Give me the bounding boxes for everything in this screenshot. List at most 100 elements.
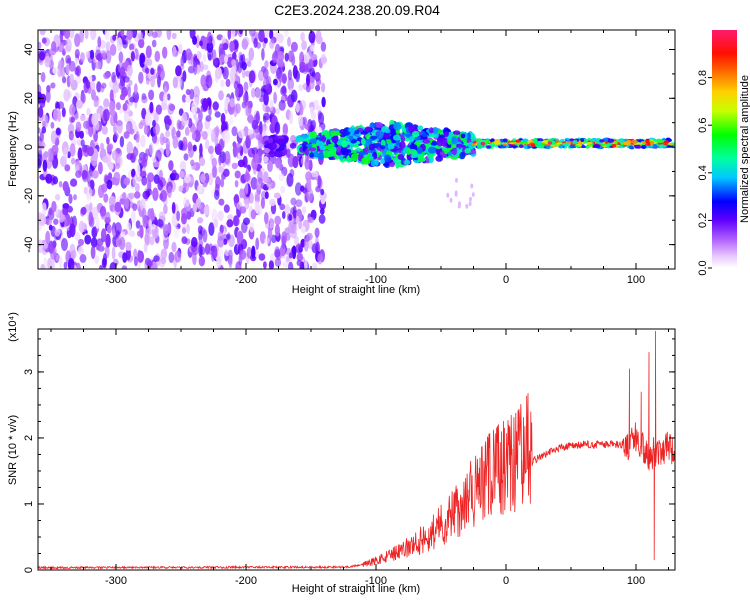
spectrogram-cell <box>319 208 325 215</box>
spectrogram-cell <box>43 151 49 158</box>
spectrogram-cell <box>122 103 128 112</box>
spectrogram-cell <box>261 48 265 61</box>
spectrogram-cell <box>524 141 529 145</box>
spectrogram-cell <box>249 192 254 204</box>
spectrogram-cell <box>550 144 556 147</box>
spectrogram-cell <box>123 177 131 186</box>
spectrogram-cell <box>51 144 59 155</box>
spectrogram-cell <box>63 30 71 40</box>
spectrogram-cell <box>276 58 284 67</box>
spectrogram-cell <box>217 210 224 221</box>
spectrogram-cell <box>298 244 302 252</box>
spectrogram-cell <box>320 188 325 196</box>
spectrogram-cell <box>290 197 297 206</box>
spectrogram-cell <box>287 77 295 91</box>
spectrogram-cell <box>375 131 384 140</box>
spectrogram-cell <box>587 141 593 145</box>
spectrogram-cell <box>544 144 551 147</box>
spectrogram-cell <box>298 84 304 92</box>
spectrogram-cell <box>520 141 526 144</box>
spectrogram-cell <box>45 218 53 226</box>
spectrogram-cell <box>212 101 219 111</box>
spectrogram-cell <box>106 179 113 190</box>
spectrogram-cell <box>279 203 286 211</box>
spectrogram-cell <box>215 125 220 138</box>
spectrogram-cell <box>290 135 297 143</box>
spectrogram-cell <box>295 215 300 225</box>
spectrogram-cell <box>126 64 133 77</box>
spectrogram-cell <box>74 57 79 65</box>
spectrogram-cell <box>255 87 262 100</box>
spectrogram-cell <box>447 131 453 139</box>
spectrogram-cell <box>374 159 379 166</box>
spectrogram-cell <box>143 125 149 135</box>
spectrogram-cell <box>222 42 229 51</box>
spectrogram-cell <box>151 39 157 48</box>
spectrogram-cell <box>430 142 438 146</box>
spectrogram-cell <box>144 112 152 126</box>
snr-x-axis-label: Height of straight line (km) <box>292 583 420 595</box>
spectrogram-cell <box>185 95 191 103</box>
spectrogram-cell <box>244 181 249 195</box>
spectrogram-cell <box>211 157 217 168</box>
spectrogram-cell <box>218 90 224 101</box>
spectrogram-cell <box>486 145 492 148</box>
spectrogram-cell <box>54 228 61 237</box>
spectrogram-cell <box>41 126 47 134</box>
spectrogram-cell <box>310 45 316 52</box>
spectrogram-cell <box>129 43 135 51</box>
spectrogram-cell <box>65 38 72 52</box>
spectrogram-cell <box>308 30 316 44</box>
spectrogram-cell <box>180 55 185 67</box>
spectrogram-cell <box>393 122 402 131</box>
spectrogram-cell <box>542 140 549 143</box>
spectrogram-cell <box>141 176 148 186</box>
spectrogram-cell <box>79 254 87 263</box>
spectrogram-cell <box>294 182 302 196</box>
spectrogram-cell <box>269 198 276 207</box>
spectrogram-cell <box>106 144 112 153</box>
spectrogram-cell <box>51 200 57 213</box>
spectrogram-cell <box>312 262 318 269</box>
spectrogram-cell <box>131 30 138 39</box>
spectrogram-cell <box>455 143 464 148</box>
spectrogram-cell <box>375 122 383 128</box>
spectrogram-cell <box>471 192 475 198</box>
spectrogram-cell <box>269 222 274 229</box>
spectrogram-cell <box>62 76 67 84</box>
spectrogram-cell <box>172 49 179 58</box>
spectrogram-cell <box>392 134 401 141</box>
spectrogram-cell <box>465 203 469 209</box>
spectrogram-cell <box>308 147 317 152</box>
spectrogram-cell <box>103 193 109 203</box>
spectrogram-cell <box>192 203 198 213</box>
spectrogram-cell <box>286 173 294 187</box>
spectrogram-cell <box>421 133 428 138</box>
spectrogram-cell <box>162 223 170 236</box>
spectrogram-cell <box>268 211 273 220</box>
spectrogram-cell <box>168 251 175 264</box>
spectrogram-cell <box>222 168 230 177</box>
spectrogram-cell <box>249 222 255 233</box>
spectrogram-cell <box>196 119 203 133</box>
snr-panel: -300 -200 -100 0 100 0 1 2 3 Height of straight… <box>7 312 676 595</box>
y-tick-label: 1 <box>23 501 35 507</box>
spectrogram-cell <box>109 109 116 116</box>
spectrogram-cell <box>52 67 59 74</box>
spectrogram-cell <box>190 159 195 167</box>
spectrogram-cell <box>258 121 263 135</box>
spectrogram-cell <box>92 170 99 179</box>
spectrogram-cell <box>74 48 80 59</box>
spectrogram-cell <box>399 141 406 149</box>
spectrogram-cell <box>538 145 544 149</box>
spectrogram-cell <box>387 142 394 150</box>
spectrogram-cell <box>360 138 366 145</box>
spectrogram-cell <box>455 177 458 183</box>
colorbar-ticks: 0.0 0.2 0.4 0.6 0.8 <box>697 70 712 276</box>
spectrogram-cell <box>79 30 84 43</box>
spectrogram-cell <box>358 150 367 156</box>
spectrogram-cell <box>149 101 154 114</box>
spectrogram-cell <box>315 84 321 92</box>
spectrogram-cell <box>640 141 646 144</box>
spectrogram-cell <box>197 217 204 224</box>
